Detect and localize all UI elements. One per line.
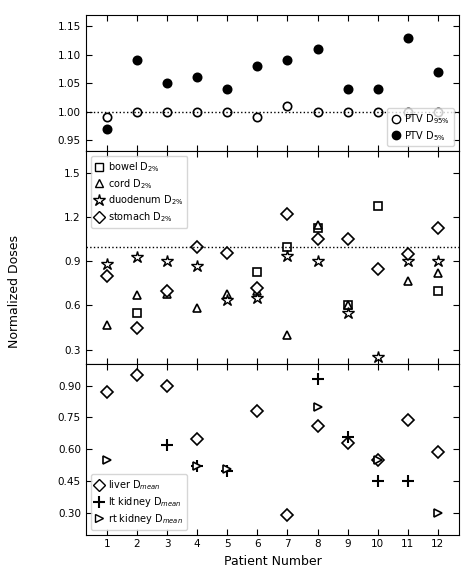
Legend: bowel D$_{2\%}$, cord D$_{2\%}$, duodenum D$_{2\%}$, stomach D$_{2\%}$: bowel D$_{2\%}$, cord D$_{2\%}$, duodenu… — [91, 156, 187, 228]
Text: Normalized Doses: Normalized Doses — [8, 235, 21, 348]
X-axis label: Patient Number: Patient Number — [224, 555, 321, 568]
Legend: PTV D$_{95\%}$, PTV D$_{5\%}$: PTV D$_{95\%}$, PTV D$_{5\%}$ — [387, 108, 454, 146]
Legend: liver D$_{mean}$, lt kidney D$_{mean}$, rt kidney D$_{mean}$: liver D$_{mean}$, lt kidney D$_{mean}$, … — [91, 475, 187, 530]
